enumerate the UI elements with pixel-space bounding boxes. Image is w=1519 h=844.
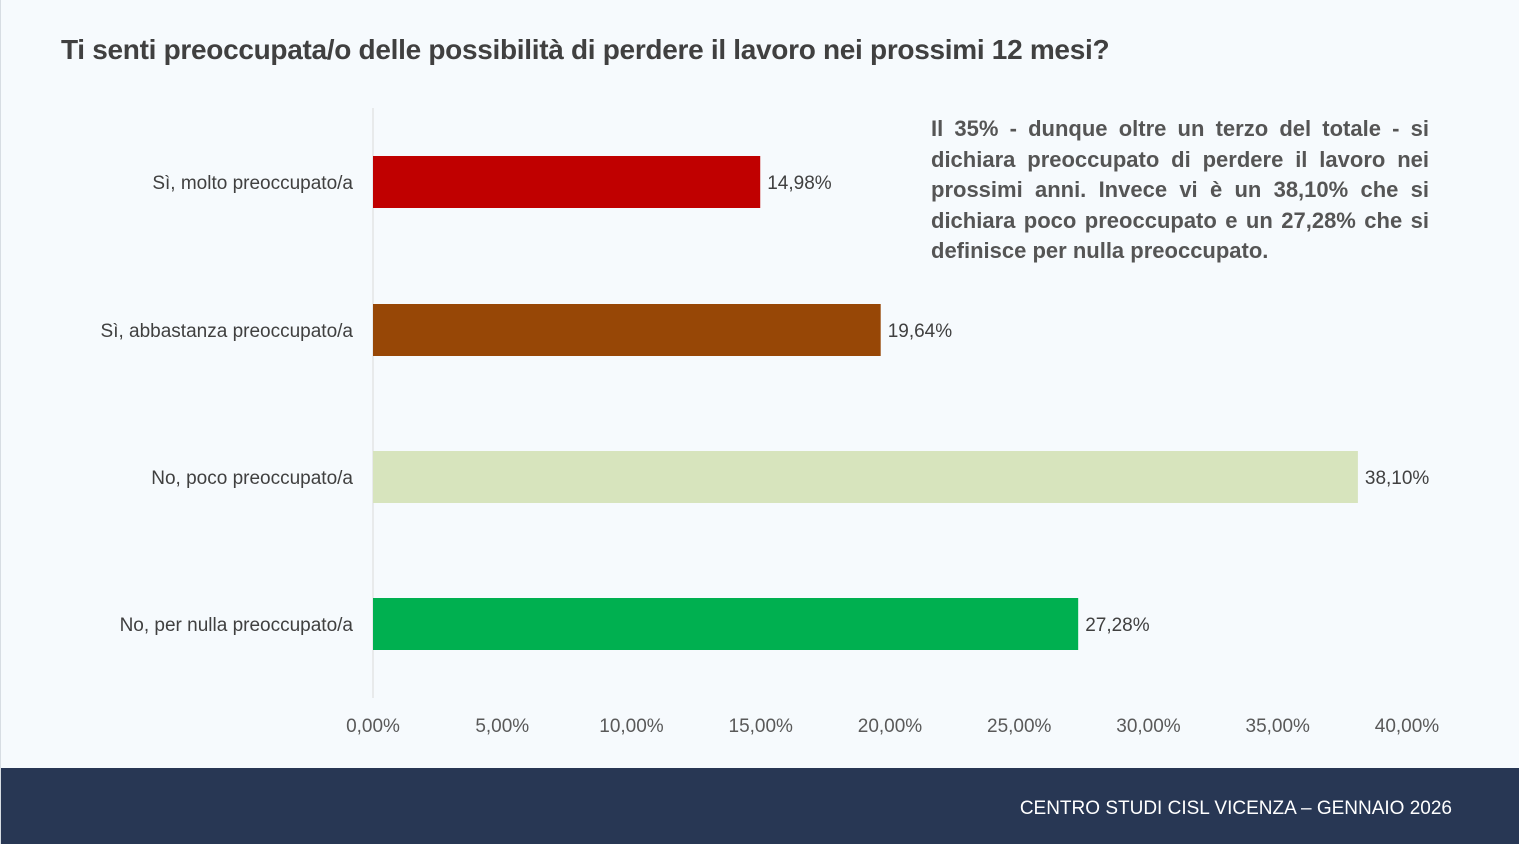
x-tick-label-7: 30,00% [1116,716,1181,737]
bar-4 [373,598,1079,650]
x-tick-label-8: 35,00% [1246,716,1311,737]
bar-3 [373,451,1358,503]
x-tick-label-4: 15,00% [729,716,794,737]
x-tick-label-5: 20,00% [858,716,923,737]
value-label-4: 27,28% [1085,615,1150,636]
page-title: Ti senti preoccupata/o delle possibilità… [61,34,1110,65]
value-label-1: 14,98% [767,173,832,194]
callout-text: Il 35% - dunque oltre un terzo del total… [931,116,1429,263]
bar-chart: Sì, molto preoccupato/a 14,98% Sì, abbasta… [101,108,1440,737]
category-label-1: Sì, molto preoccupato/a [152,173,353,194]
x-tick-label-9: 40,00% [1375,716,1440,737]
bar-2 [373,304,881,356]
value-label-3: 38,10% [1365,468,1430,489]
category-label-3: No, poco preoccupato/a [151,468,353,489]
footer-bar: CENTRO STUDI CISL VICENZA – GENNAIO 2026 [1,768,1519,844]
bar-1 [373,156,761,208]
value-label-2: 19,64% [888,321,953,342]
x-tick-label-2: 5,00% [475,716,529,737]
footer-text: CENTRO STUDI CISL VICENZA – GENNAIO 2026 [1019,798,1452,819]
x-tick-label-1: 0,00% [346,716,400,737]
category-label-2: Sì, abbastanza preoccupato/a [101,321,354,342]
x-tick-label-6: 25,00% [987,716,1052,737]
category-label-4: No, per nulla preoccupato/a [120,615,354,636]
x-tick-label-3: 10,00% [599,716,664,737]
